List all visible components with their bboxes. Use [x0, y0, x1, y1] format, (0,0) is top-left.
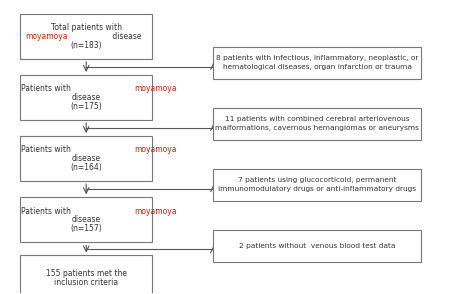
FancyBboxPatch shape	[20, 14, 152, 59]
Text: Patients with: Patients with	[20, 146, 73, 154]
Text: hematological diseases, organ infarction or trauma: hematological diseases, organ infarction…	[223, 64, 411, 70]
Text: disease: disease	[72, 93, 101, 102]
FancyBboxPatch shape	[20, 75, 152, 120]
FancyBboxPatch shape	[20, 136, 152, 181]
Text: Patients with: Patients with	[20, 207, 73, 216]
Text: Patients with: Patients with	[20, 84, 73, 93]
Text: 8 patients with infectious, inflammatory, neoplastic, or: 8 patients with infectious, inflammatory…	[216, 55, 418, 61]
FancyBboxPatch shape	[213, 169, 421, 201]
Text: moyamoya: moyamoya	[134, 207, 177, 216]
FancyBboxPatch shape	[20, 197, 152, 242]
Text: moyamoya: moyamoya	[134, 84, 177, 93]
Text: (n=183): (n=183)	[71, 41, 102, 50]
Text: (n=175): (n=175)	[70, 102, 102, 111]
Text: disease: disease	[110, 32, 142, 41]
Text: Total patients with: Total patients with	[51, 23, 122, 32]
Text: 11 patients with combined cerebral arteriovenous: 11 patients with combined cerebral arter…	[225, 116, 410, 122]
Text: moyamoya: moyamoya	[26, 32, 68, 41]
FancyBboxPatch shape	[213, 46, 421, 78]
Text: disease: disease	[72, 215, 101, 224]
FancyBboxPatch shape	[213, 108, 421, 140]
Text: moyamoya: moyamoya	[134, 146, 177, 154]
Text: (n=157): (n=157)	[70, 224, 102, 233]
FancyBboxPatch shape	[20, 255, 152, 294]
Text: disease: disease	[72, 154, 101, 163]
Text: (n=164): (n=164)	[70, 163, 102, 172]
Text: 2 patients without  venous blood test data: 2 patients without venous blood test dat…	[239, 243, 395, 249]
Text: 155 patients met the: 155 patients met the	[46, 269, 127, 278]
Text: inclusion criteria: inclusion criteria	[54, 278, 118, 287]
Text: 7 patients using glucocorticoid, permanent: 7 patients using glucocorticoid, permane…	[238, 178, 396, 183]
Text: immunomodulatory drugs or anti-inflammatory drugs: immunomodulatory drugs or anti-inflammat…	[218, 186, 416, 192]
FancyBboxPatch shape	[213, 230, 421, 262]
Text: malformations, cavernous hemangiomas or aneurysms: malformations, cavernous hemangiomas or …	[215, 125, 419, 131]
